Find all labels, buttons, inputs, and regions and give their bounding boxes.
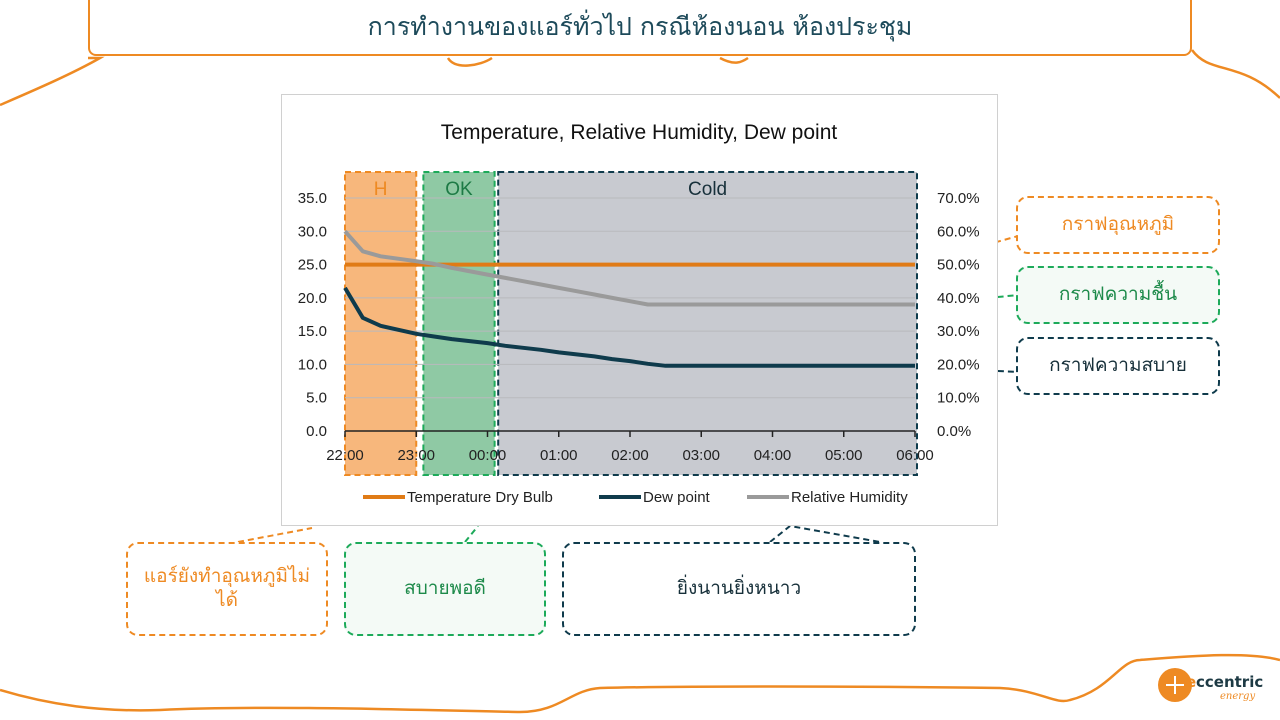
callout-temperature-graph: กราฟอุณหภูมิ: [1016, 196, 1220, 254]
y-right-tick-label: 40.0%: [937, 290, 980, 307]
y-left-tick-label: 0.0: [306, 423, 327, 440]
y-left-tick-label: 15.0: [298, 323, 327, 340]
chart: Temperature, Relative Humidity, Dew poin…: [298, 121, 980, 506]
y-right-tick-label: 10.0%: [937, 390, 980, 407]
legend-label: Temperature Dry Bulb: [407, 489, 553, 506]
y-left-tick-label: 35.0: [298, 190, 327, 207]
y-left-tick-label: 30.0: [298, 223, 327, 240]
callout-ok: สบายพอดี: [344, 542, 546, 636]
x-tick-label: 03:00: [682, 447, 720, 464]
callout-hot: แอร์ยังทำอุณหภูมิไม่ได้: [126, 542, 328, 636]
y-left-tick-label: 5.0: [306, 390, 327, 407]
series-line-dew-point: [343, 286, 915, 368]
region-label-cold: Cold: [688, 179, 727, 200]
legend-label: Relative Humidity: [791, 489, 908, 506]
y-left-tick-label: 10.0: [298, 356, 327, 373]
callout-humidity-graph: กราฟความชื้น: [1016, 266, 1220, 324]
region-ok: [422, 171, 496, 476]
region-label-h: H: [374, 179, 388, 200]
series-line-relative-humidity: [343, 229, 915, 307]
y-right-tick-label: 60.0%: [937, 223, 980, 240]
logo-text: ccentric: [1196, 673, 1264, 691]
logo-plus-icon: [1158, 668, 1192, 702]
callout-cold: ยิ่งนานยิ่งหนาว: [562, 542, 916, 636]
y-right-tick-label: 50.0%: [937, 257, 980, 274]
chart-title: Temperature, Relative Humidity, Dew poin…: [441, 121, 838, 144]
logo-subtext: energy: [1220, 691, 1256, 702]
x-tick-label: 22:00: [326, 447, 364, 464]
region-cold: [497, 171, 918, 476]
callout-comfort-graph: กราฟความสบาย: [1016, 337, 1220, 395]
x-tick-label: 06:00: [896, 447, 934, 464]
slide-title: การทำงานของแอร์ทั่วไป กรณีห้องนอน ห้องปร…: [88, 0, 1192, 56]
y-left-tick-label: 20.0: [298, 290, 327, 307]
legend-label: Dew point: [643, 489, 711, 506]
x-tick-label: 00:00: [469, 447, 507, 464]
y-left-tick-label: 25.0: [298, 257, 327, 274]
x-tick-label: 04:00: [754, 447, 792, 464]
x-tick-label: 02:00: [611, 447, 649, 464]
logo-e: e: [1186, 673, 1197, 691]
region-label-ok: OK: [445, 179, 473, 200]
region-h: [344, 171, 418, 476]
y-right-tick-label: 30.0%: [937, 323, 980, 340]
eccentric-logo: e ccentric energy: [1158, 664, 1268, 710]
x-tick-label: 23:00: [397, 447, 435, 464]
x-tick-label: 05:00: [825, 447, 863, 464]
y-right-tick-label: 70.0%: [937, 190, 980, 207]
y-right-tick-label: 20.0%: [937, 356, 980, 373]
x-tick-label: 01:00: [540, 447, 578, 464]
y-right-tick-label: 0.0%: [937, 423, 971, 440]
